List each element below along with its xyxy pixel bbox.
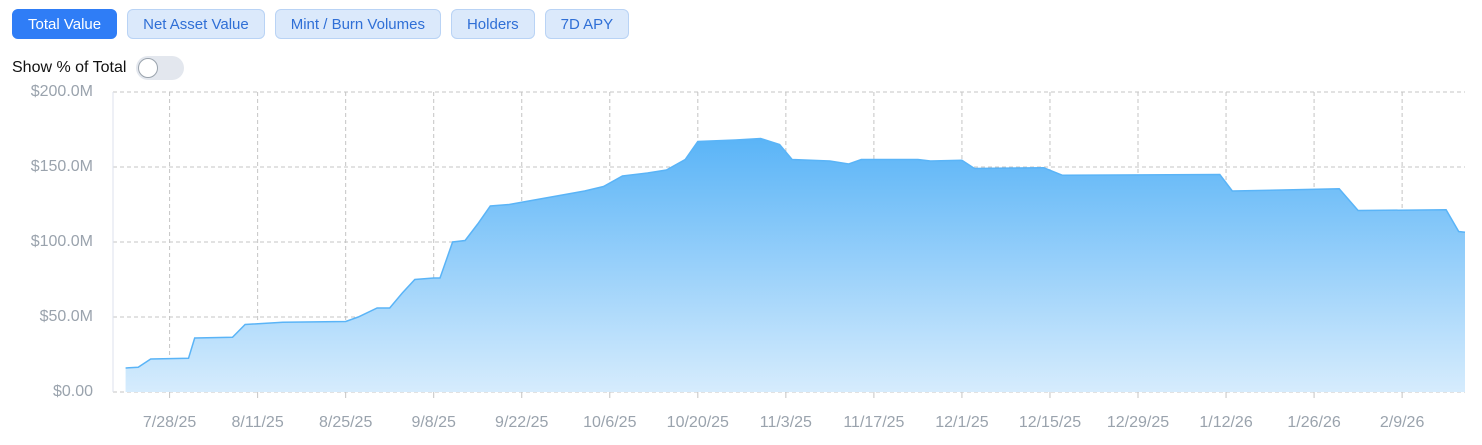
x-tick-label: 10/20/25	[667, 414, 729, 431]
toggle-knob	[138, 58, 159, 78]
tab-button[interactable]: Holders	[450, 9, 535, 39]
toggle-row: Show % of Total	[12, 56, 185, 80]
x-tick-label: 1/26/26	[1287, 414, 1340, 431]
y-tick-label: $200.0M	[31, 83, 93, 100]
x-tick-label: 10/6/25	[583, 414, 636, 431]
y-tick-label: $100.0M	[31, 233, 93, 250]
x-tick-label: 11/3/25	[760, 414, 812, 431]
y-tick-label: $0.00	[53, 383, 93, 400]
x-tick-label: 9/22/25	[495, 414, 548, 431]
tab-button[interactable]: Net Asset Value	[127, 9, 265, 39]
x-tick-label: 11/17/25	[843, 414, 904, 431]
tab-button[interactable]: Mint / Burn Volumes	[274, 9, 441, 39]
tab-bar: Total Value Net Asset Value Mint / Burn Vo…	[12, 9, 630, 39]
tab-button[interactable]: 7D APY	[544, 9, 630, 39]
x-tick-label: 9/8/25	[411, 414, 456, 431]
toggle-label: Show % of Total	[12, 59, 127, 76]
x-tick-label: 12/29/25	[1107, 414, 1169, 431]
y-tick-label: $50.0M	[40, 308, 93, 325]
x-tick-label: 12/1/25	[935, 414, 988, 431]
tab-button[interactable]: Total Value	[12, 9, 118, 39]
line	[125, 137, 1466, 369]
x-tick-label: 1/12/26	[1199, 414, 1252, 431]
area	[125, 138, 1465, 392]
x-tick-label: 2/9/26	[1380, 414, 1425, 431]
x-tick-label: 12/15/25	[1019, 414, 1081, 431]
x-tick-label: 8/11/25	[232, 414, 284, 431]
y-tick-label: $150.0M	[31, 158, 93, 175]
x-tick-label: 8/25/25	[319, 414, 372, 431]
toggle-switch[interactable]	[136, 56, 185, 80]
x-tick-label: 7/28/25	[143, 414, 196, 431]
